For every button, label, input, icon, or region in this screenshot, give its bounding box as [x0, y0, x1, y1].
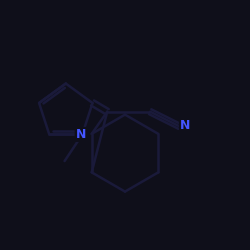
Text: N: N: [76, 128, 86, 141]
Text: N: N: [180, 118, 190, 132]
